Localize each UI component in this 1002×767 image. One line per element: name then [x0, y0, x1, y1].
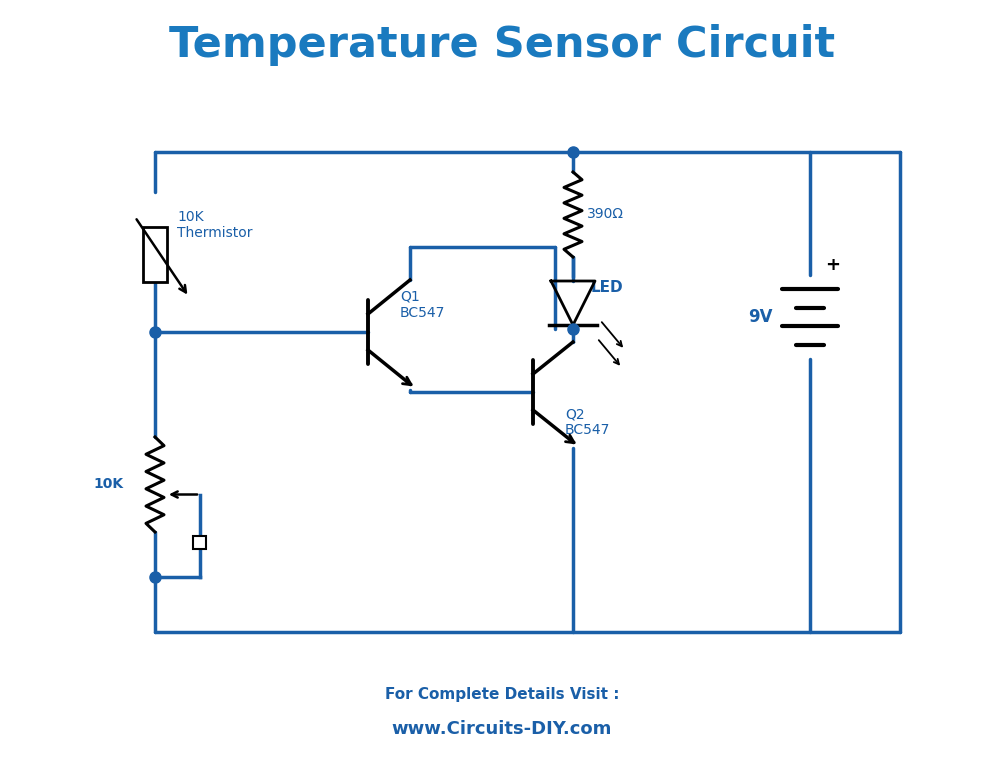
Text: Temperature Sensor Circuit: Temperature Sensor Circuit: [168, 24, 835, 66]
Text: Q2
BC547: Q2 BC547: [564, 407, 610, 437]
Text: LED: LED: [590, 281, 623, 295]
Bar: [143, 227, 167, 282]
Text: 10K
Thermistor: 10K Thermistor: [176, 210, 253, 240]
Bar: [193, 536, 206, 549]
Text: www.Circuits-DIY.com: www.Circuits-DIY.com: [392, 720, 611, 738]
Text: 9V: 9V: [747, 308, 772, 326]
Text: For Complete Details Visit :: For Complete Details Visit :: [385, 687, 618, 703]
Text: +: +: [825, 256, 839, 274]
Text: 10K: 10K: [93, 478, 123, 492]
Text: 390Ω: 390Ω: [586, 208, 623, 222]
Text: Q1
BC547: Q1 BC547: [400, 290, 445, 320]
